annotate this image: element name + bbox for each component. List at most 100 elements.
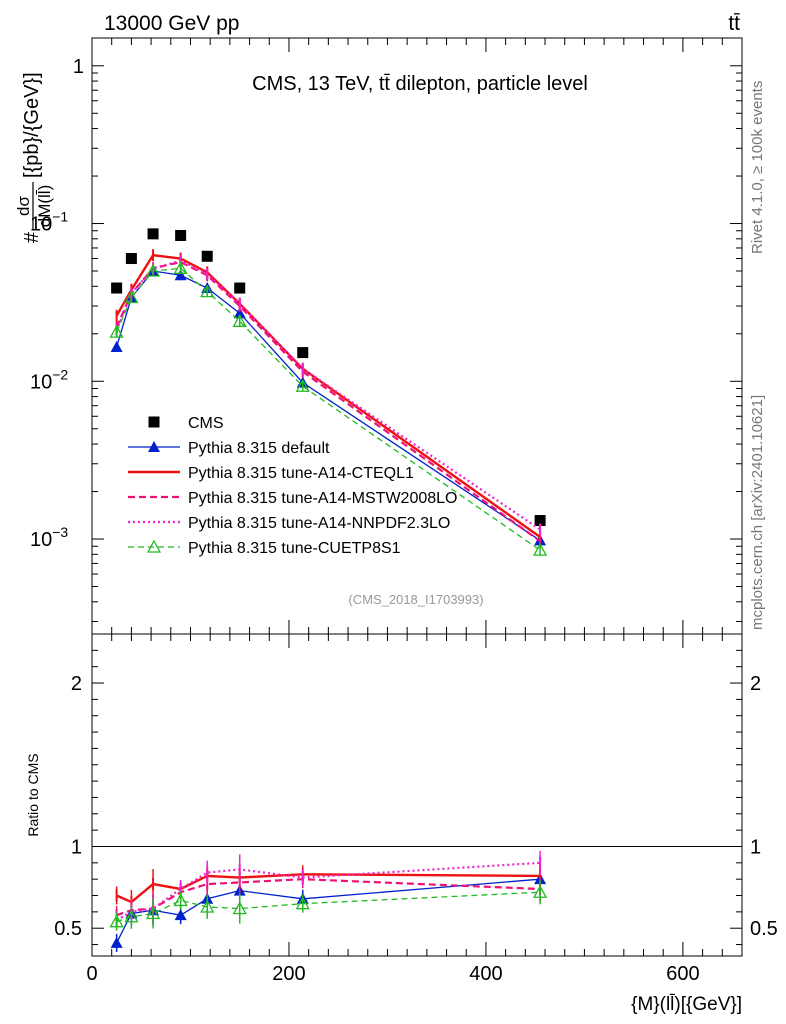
ratio-series-4-point	[295, 896, 310, 910]
ratio-series-1-line	[116, 873, 541, 904]
main-series-5-point	[109, 324, 124, 338]
main-series-0-point	[297, 347, 309, 359]
main-series-5-line	[116, 267, 541, 551]
x-tick-label: 600	[666, 963, 699, 985]
legend-label: Pythia 8.315 default	[188, 440, 330, 457]
ratio-series-4-point	[173, 893, 188, 907]
ratio-series-4-point	[109, 914, 124, 928]
main-series-0-point	[111, 282, 123, 294]
main-series-0	[111, 228, 546, 527]
ratio-y-tick-label-right: 1	[750, 836, 761, 858]
legend-label: Pythia 8.315 tune-A14-NNPDF2.3LO	[188, 515, 450, 532]
main-y-tick-label: 10−1	[30, 209, 68, 236]
main-y-tick-label: 1	[73, 56, 84, 78]
legend-item: Pythia 8.315 tune-A14-NNPDF2.3LO	[128, 515, 450, 532]
rivet-label: Rivet 4.1.0, ≥ 100k events	[749, 81, 766, 254]
legend-marker	[148, 416, 160, 428]
tick-base: 10	[30, 529, 52, 551]
main-series-5-point	[295, 378, 310, 392]
ratio-series-0-point	[110, 936, 123, 948]
main-series-5-point	[533, 542, 548, 556]
ylabel-numerator: dσ	[14, 196, 33, 216]
main-series-5	[109, 260, 548, 556]
main-series-5-point	[124, 290, 139, 304]
ylabel-prefix: #	[21, 231, 43, 243]
main-panel: CMS, 13 TeV, tt̄ dilepton, particle leve…	[30, 37, 743, 635]
main-series-0-point	[147, 228, 159, 240]
ratio-plot-frame	[91, 633, 743, 957]
main-series-0-point	[125, 253, 137, 265]
legend-item: Pythia 8.315 tune-CUETP8S1	[128, 539, 401, 557]
ratio-series-0	[110, 867, 547, 952]
ratio-series-3-line	[116, 861, 541, 922]
ratio-series-4-point	[232, 901, 247, 915]
ratio-series-4-point	[533, 884, 548, 898]
main-series-5-point	[145, 263, 161, 277]
main-series-0-point	[201, 250, 213, 262]
main-series-1-point	[233, 307, 246, 319]
main-y-tick-label: 10−3	[30, 524, 68, 551]
main-series-5-point	[173, 260, 188, 274]
ratio-y-tick-label: 1	[71, 836, 82, 858]
main-series-group	[109, 228, 548, 556]
legend-label: Pythia 8.315 tune-A14-MSTW2008LO	[188, 490, 457, 507]
ratio-y-tick-label-right: 2	[750, 673, 761, 695]
ratio-series-4-point	[124, 909, 139, 923]
legend-item: Pythia 8.315 default	[128, 440, 330, 457]
legend: CMS Pythia 8.315 default Pythia 8.315 tune…	[128, 415, 457, 557]
main-series-5-point	[232, 313, 247, 327]
ratio-y-tick-label: 2	[71, 673, 82, 695]
main-series-1-point	[110, 340, 123, 352]
tick-base: 10	[30, 371, 52, 393]
ratio-series-2-line	[116, 878, 541, 917]
main-series-3-line	[115, 260, 541, 543]
x-tick-label: 0	[86, 963, 97, 985]
ratio-y-axis: 0.5 0.5 1 1 2 2	[54, 633, 778, 946]
x-axis-label: {M}(ll̄)[{GeV}]	[631, 994, 742, 1015]
ratio-series-0-point	[174, 909, 187, 921]
ylabel-suffix: [{pb}/{GeV}]	[21, 72, 43, 178]
legend-label: Pythia 8.315 tune-CUETP8S1	[188, 540, 401, 557]
legend-label: Pythia 8.315 tune-A14-CTEQL1	[188, 465, 414, 482]
legend-marker	[148, 441, 160, 452]
ratio-series-4	[109, 880, 548, 931]
legend-item: CMS	[148, 415, 224, 432]
ratio-series-group	[109, 850, 548, 952]
ratio-series-4-line	[116, 891, 541, 923]
main-y-axis-label: # dσ dM(ll̄) [{pb}/{GeV}]	[14, 72, 54, 243]
tick-exponent: −3	[52, 524, 68, 540]
x-tick-label: 400	[469, 963, 502, 985]
ratio-series-4-point	[145, 906, 161, 920]
legend-item: Pythia 8.315 tune-A14-MSTW2008LO	[128, 490, 457, 507]
tick-exponent: −1	[52, 209, 68, 225]
ylabel-denominator: dM(ll̄)	[35, 185, 54, 228]
main-y-axis: 110−110−210−3	[30, 56, 742, 623]
main-series-0-point	[234, 282, 246, 294]
main-series-1-point	[174, 269, 187, 281]
main-x-axis	[91, 38, 743, 634]
legend-label: CMS	[188, 415, 224, 432]
analysis-tag: (CMS_2018_I1703993)	[348, 592, 483, 607]
ratio-series-4-point	[200, 899, 215, 913]
ratio-y-axis-label: Ratio to CMS	[25, 753, 41, 836]
x-tick-label: 200	[272, 963, 305, 985]
ratio-panel: 0.5 0.5 1 1 2 2 0 200 400 600	[54, 633, 778, 985]
process-label: tt̄	[728, 12, 740, 35]
legend-item: Pythia 8.315 tune-A14-CTEQL1	[128, 465, 414, 482]
ratio-x-axis: 0 200 400 600	[86, 634, 743, 985]
main-series-0-point	[534, 515, 546, 527]
main-series-0-point	[175, 229, 187, 241]
tick-exponent: −2	[52, 366, 68, 382]
ratio-y-tick-label-right: 0.5	[750, 918, 778, 940]
mcplots-label: mcplots.cern.ch [arXiv:2401.10621]	[749, 395, 766, 630]
main-y-tick-label: 10−2	[30, 366, 68, 393]
legend-marker	[146, 539, 162, 553]
energy-label: 13000 GeV pp	[104, 12, 239, 35]
main-series-5-point	[200, 284, 215, 298]
main-series-4-line	[115, 259, 541, 531]
tick-base: 10	[30, 214, 52, 236]
ratio-y-tick-label: 0.5	[54, 918, 82, 940]
main-title: CMS, 13 TeV, tt̄ dilepton, particle leve…	[252, 73, 588, 95]
ratio-series-0-line	[116, 878, 541, 944]
